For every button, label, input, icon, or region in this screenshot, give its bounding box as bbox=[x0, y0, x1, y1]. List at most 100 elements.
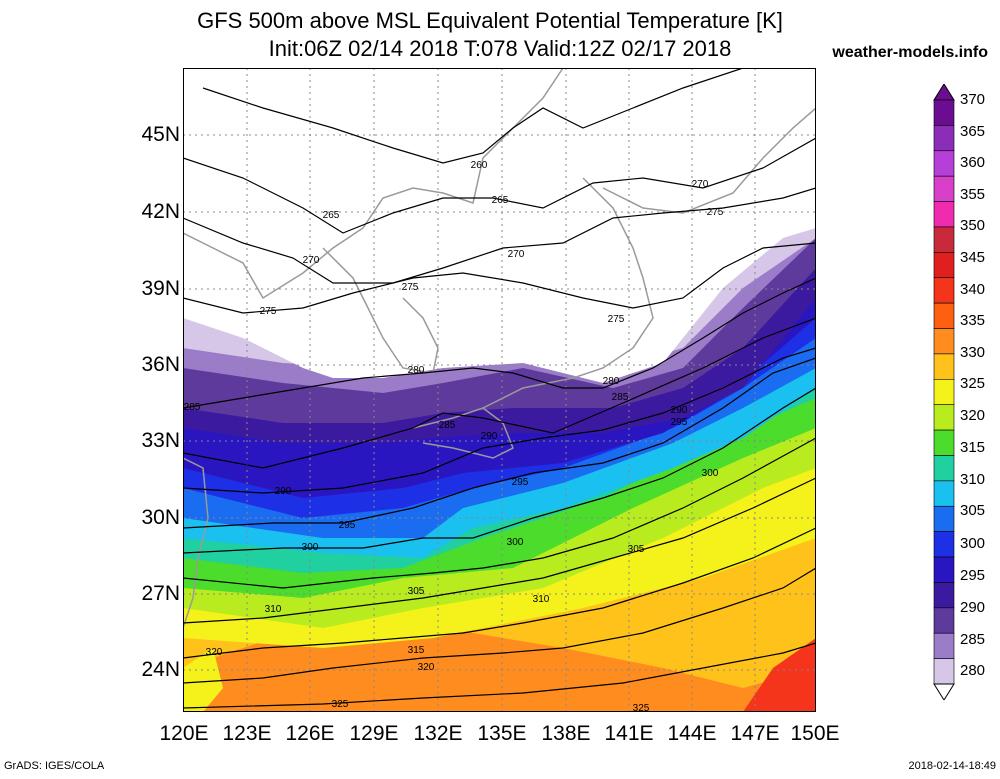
colorbar-label-360: 360 bbox=[960, 154, 986, 171]
colorbar-bin bbox=[933, 302, 955, 329]
x-tick-132e: 132E bbox=[413, 722, 463, 745]
colorbar-label-370: 370 bbox=[960, 91, 986, 108]
x-tick-120e: 120E bbox=[159, 722, 209, 745]
colorbar-label-345: 345 bbox=[960, 249, 986, 266]
contour-label: 320 bbox=[206, 647, 223, 658]
contour-labels: 260 265 265 270 270 270 275 275 275 275 … bbox=[184, 160, 724, 712]
colorbar-bin bbox=[933, 556, 955, 583]
colorbar-label-300: 300 bbox=[960, 535, 986, 552]
x-tick-129e: 129E bbox=[349, 722, 399, 745]
contour-label: 260 bbox=[471, 160, 488, 171]
colorbar-label-280: 280 bbox=[960, 662, 986, 679]
colorbar-bin bbox=[933, 175, 955, 202]
colorbar-label-305: 305 bbox=[960, 502, 986, 519]
colorbar-bin bbox=[933, 607, 955, 634]
colorbar bbox=[933, 84, 955, 700]
x-tick-144e: 144E bbox=[667, 722, 717, 745]
colorbar-label-365: 365 bbox=[960, 123, 986, 140]
contour-label: 280 bbox=[408, 365, 425, 376]
footer-timestamp: 2018-02-14-18:49 bbox=[908, 760, 996, 772]
x-tick-126e: 126E bbox=[285, 722, 335, 745]
contour-label: 305 bbox=[408, 586, 425, 597]
band-patch-east bbox=[743, 638, 816, 712]
colorbar-bin bbox=[933, 429, 955, 456]
colorbar-bin bbox=[933, 658, 955, 685]
y-tick-30n: 30N bbox=[141, 506, 180, 529]
colorbar-label-350: 350 bbox=[960, 217, 986, 234]
band-patch-west bbox=[183, 648, 223, 712]
contour-label: 300 bbox=[702, 468, 719, 479]
contour-label: 310 bbox=[533, 594, 550, 605]
contour-label: 275 bbox=[608, 314, 625, 325]
colorbar-bin bbox=[933, 277, 955, 304]
contour-label: 280 bbox=[603, 376, 620, 387]
colorbar-label-310: 310 bbox=[960, 471, 986, 488]
y-tick-27n: 27N bbox=[141, 582, 180, 605]
map-subtitle: Init:06Z 02/14 2018 T:078 Valid:12Z 02/1… bbox=[268, 36, 732, 61]
contour-label: 270 bbox=[692, 179, 709, 190]
contour-label: 275 bbox=[402, 282, 419, 293]
colorbar-label-340: 340 bbox=[960, 281, 986, 298]
contour-label: 275 bbox=[260, 306, 277, 317]
colorbar-bin bbox=[933, 632, 955, 659]
colorbar-bin bbox=[933, 582, 955, 609]
contour-label: 325 bbox=[332, 699, 349, 710]
contour-label: 265 bbox=[492, 195, 509, 206]
y-tick-39n: 39N bbox=[141, 277, 180, 300]
colorbar-label-295: 295 bbox=[960, 567, 986, 584]
colorbar-bin bbox=[933, 531, 955, 558]
map-title: GFS 500m above MSL Equivalent Potential … bbox=[197, 8, 783, 33]
contour-lines bbox=[183, 68, 816, 709]
contour-label: 285 bbox=[439, 420, 456, 431]
contour-label: 295 bbox=[339, 520, 356, 531]
colorbar-bin bbox=[933, 353, 955, 380]
y-tick-24n: 24N bbox=[141, 658, 180, 681]
colorbar-bottom-arrow bbox=[933, 683, 955, 700]
colorbar-bin bbox=[933, 480, 955, 507]
map-plot: 260 265 265 270 270 270 275 275 275 275 … bbox=[183, 68, 816, 712]
colorbar-bin bbox=[933, 404, 955, 431]
x-tick-123e: 123E bbox=[222, 722, 272, 745]
x-tick-141e: 141E bbox=[604, 722, 654, 745]
y-tick-33n: 33N bbox=[141, 429, 180, 452]
x-tick-138e: 138E bbox=[541, 722, 591, 745]
plot-frame bbox=[183, 68, 816, 712]
footer-software: GrADS: IGES/COLA bbox=[4, 760, 105, 772]
contour-label: 290 bbox=[275, 486, 292, 497]
contour-label: 285 bbox=[612, 392, 629, 403]
colorbar-label-285: 285 bbox=[960, 631, 986, 648]
colorbar-bin bbox=[933, 455, 955, 482]
colorbar-label-315: 315 bbox=[960, 439, 986, 456]
y-tick-42n: 42N bbox=[141, 200, 180, 223]
y-tick-36n: 36N bbox=[141, 353, 180, 376]
contour-label: 300 bbox=[302, 542, 319, 553]
contour-label: 270 bbox=[508, 249, 525, 260]
colorbar-bin bbox=[933, 328, 955, 355]
band-unshaded bbox=[183, 68, 816, 383]
contour-label: 300 bbox=[507, 537, 524, 548]
colorbar-label-320: 320 bbox=[960, 407, 986, 424]
colorbar-label-290: 290 bbox=[960, 599, 986, 616]
contour-label: 295 bbox=[671, 417, 688, 428]
colorbar-label-355: 355 bbox=[960, 186, 986, 203]
colorbar-bin bbox=[933, 379, 955, 405]
contour-label: 275 bbox=[707, 207, 724, 218]
contour-label: 270 bbox=[303, 255, 320, 266]
contour-label: 315 bbox=[408, 645, 425, 656]
colorbar-bin bbox=[933, 252, 955, 279]
x-tick-147e: 147E bbox=[730, 722, 780, 745]
contour-label: 305 bbox=[628, 544, 645, 555]
contour-label: 295 bbox=[512, 477, 529, 488]
colorbar-bin bbox=[933, 150, 955, 177]
colorbar-bin bbox=[933, 505, 955, 532]
colorbar-label-325: 325 bbox=[960, 375, 986, 392]
colorbar-top-arrow bbox=[933, 84, 955, 101]
contour-label: 325 bbox=[633, 703, 650, 712]
contour-label: 265 bbox=[323, 210, 340, 221]
contour-label: 320 bbox=[418, 662, 435, 673]
coastlines bbox=[183, 68, 816, 629]
contour-label: 310 bbox=[265, 604, 282, 615]
x-tick-150e: 150E bbox=[790, 722, 840, 745]
colorbar-bin bbox=[933, 99, 955, 126]
x-tick-135e: 135E bbox=[477, 722, 527, 745]
